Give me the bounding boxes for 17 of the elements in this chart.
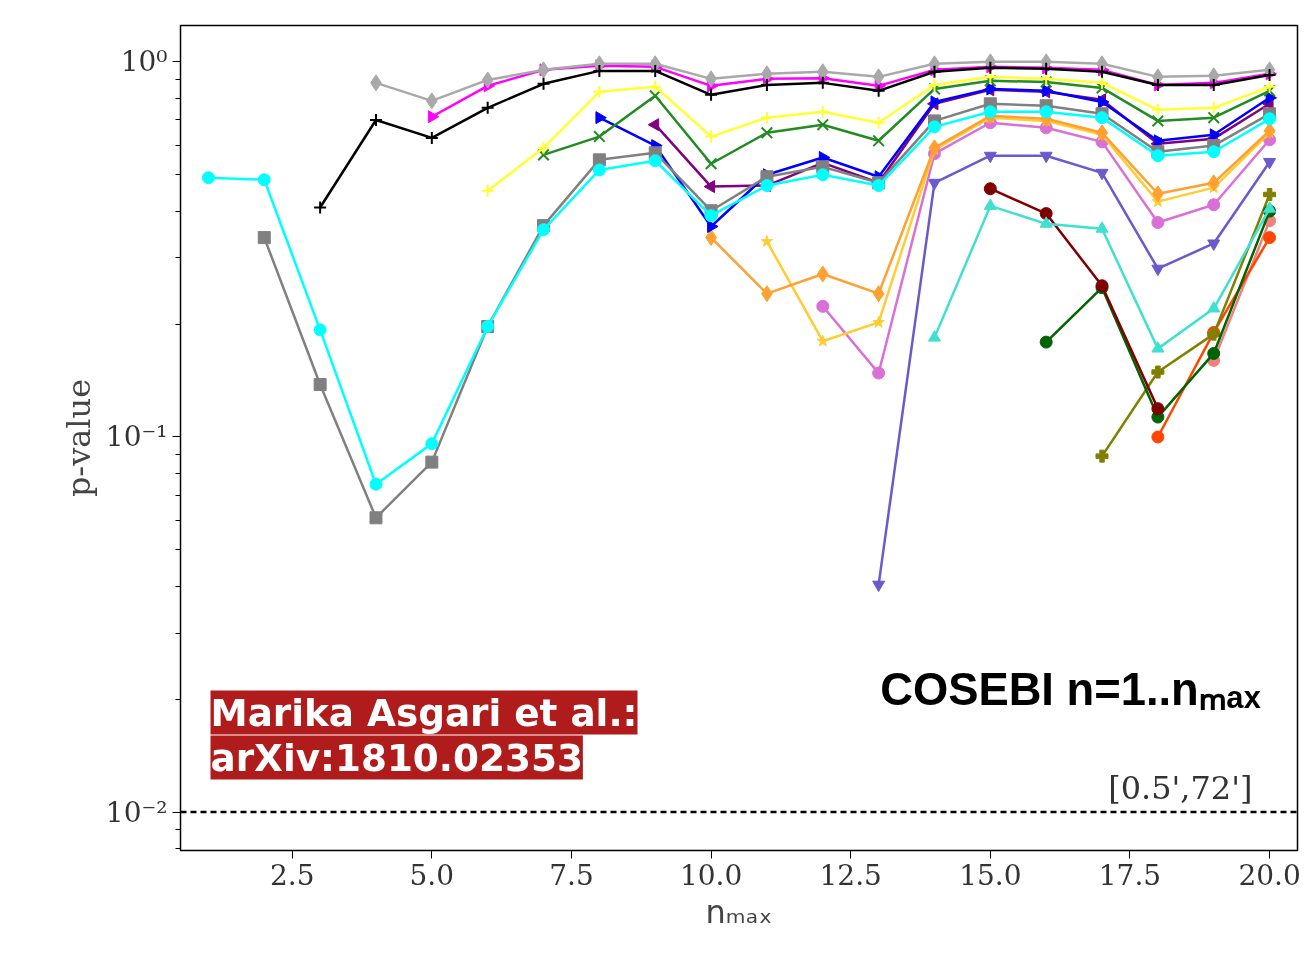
x-tick-label: 15.0 xyxy=(959,858,1022,892)
x-tick-label: 2.5 xyxy=(269,858,315,892)
x-tick-label: 20.0 xyxy=(1238,858,1301,892)
x-tick-label: 7.5 xyxy=(549,858,594,892)
y-tick-label: 10⁰ xyxy=(120,45,168,79)
y-tick-label: 10⁻¹ xyxy=(105,420,168,454)
annotation: Marika Asgari et al.: xyxy=(210,690,638,735)
x-tick-label: 17.5 xyxy=(1098,858,1162,892)
x-tick-label: 10.0 xyxy=(679,858,743,892)
x-tick-label: 12.5 xyxy=(819,858,882,892)
annotation: COSEBI n=1..nₘₐₓ xyxy=(880,663,1261,715)
x-axis-title: nₘₐₓ xyxy=(705,892,773,931)
annotation: [0.5',72'] xyxy=(1108,768,1253,807)
y-axis-title: p-value xyxy=(59,378,98,498)
x-tick-label: 5.0 xyxy=(409,858,455,892)
annotation: arXiv:1810.02353 xyxy=(210,735,583,780)
y-tick-label: 10⁻² xyxy=(105,795,168,829)
